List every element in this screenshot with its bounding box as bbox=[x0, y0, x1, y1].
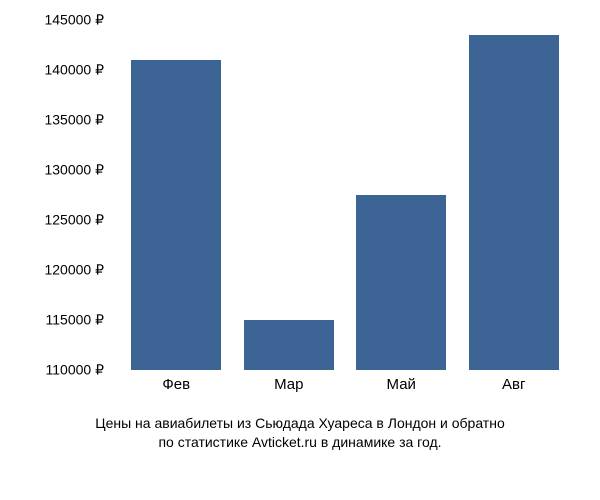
y-tick-label: 140000 ₽ bbox=[44, 62, 104, 79]
chart-caption: Цены на авиабилеты из Сьюдада Хуареса в … bbox=[20, 414, 580, 452]
y-tick-label: 130000 ₽ bbox=[44, 162, 104, 179]
x-tick-label: Май bbox=[356, 370, 446, 400]
bar bbox=[244, 320, 334, 370]
caption-line-1: Цены на авиабилеты из Сьюдада Хуареса в … bbox=[95, 415, 505, 431]
bar bbox=[131, 60, 221, 370]
x-axis: Фев Мар Май Авг bbox=[110, 370, 580, 400]
y-tick-label: 115000 ₽ bbox=[46, 312, 104, 329]
y-axis: 110000 ₽ 115000 ₽ 120000 ₽ 125000 ₽ 130000 ₽… bbox=[20, 20, 110, 400]
y-tick-label: 110000 ₽ bbox=[46, 362, 104, 379]
caption-line-2: по статистике Avticket.ru в динамике за … bbox=[158, 434, 441, 450]
y-tick-label: 120000 ₽ bbox=[44, 262, 104, 279]
y-tick-label: 125000 ₽ bbox=[44, 212, 104, 229]
bar bbox=[356, 195, 446, 370]
x-tick-label: Фев bbox=[131, 370, 221, 400]
bars-container bbox=[110, 20, 580, 370]
chart-inner bbox=[110, 20, 580, 370]
bar bbox=[469, 35, 559, 370]
y-tick-label: 145000 ₽ bbox=[44, 12, 104, 29]
price-chart: 110000 ₽ 115000 ₽ 120000 ₽ 125000 ₽ 130000 ₽… bbox=[0, 0, 600, 500]
x-tick-label: Авг bbox=[469, 370, 559, 400]
x-tick-label: Мар bbox=[244, 370, 334, 400]
y-tick-label: 135000 ₽ bbox=[44, 112, 104, 129]
plot-area: 110000 ₽ 115000 ₽ 120000 ₽ 125000 ₽ 130000 ₽… bbox=[20, 20, 580, 400]
